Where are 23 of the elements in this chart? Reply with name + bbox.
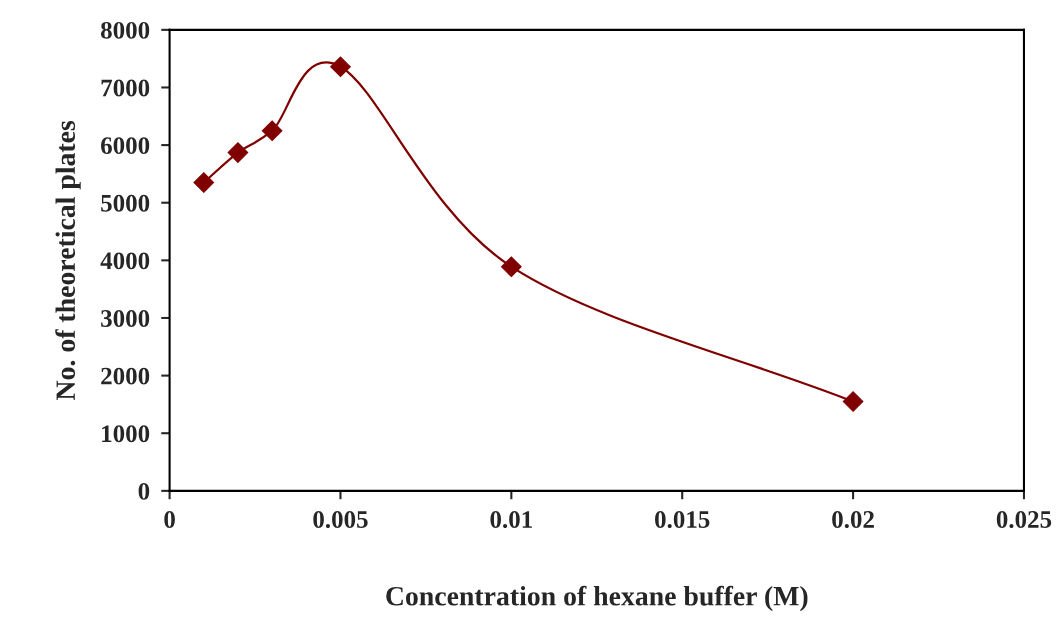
y-tick-label: 4000 [100,252,150,270]
point [501,256,522,278]
y-tick-label: 5000 [101,194,150,212]
y-tick-label: 8000 [100,21,150,39]
x-axis-title: Concentration of hexane buffer (M) [386,585,808,612]
y-tick-label: 6000 [101,137,150,155]
x-tick-label: 0.02 [832,511,874,528]
x-tick-label: 0.005 [313,511,368,528]
y-tick-label: 1000 [102,425,150,443]
y-tick-label: 3000 [101,310,150,327]
x-tick-label: 0.01 [490,511,532,528]
y-tick-label: 2000 [101,367,150,385]
x-tick-label: 0 [164,511,175,528]
point [193,172,215,193]
point [227,142,249,163]
y-axis-title: No. of theoretical plates [55,120,81,400]
y-tick-label: 0 [138,482,150,500]
point [261,120,283,142]
point [842,391,864,412]
y-tick-label: 7000 [101,79,150,97]
x-tick-label: 0.015 [655,511,710,528]
point [330,56,351,78]
x-tick-label: 0.025 [996,511,1052,528]
